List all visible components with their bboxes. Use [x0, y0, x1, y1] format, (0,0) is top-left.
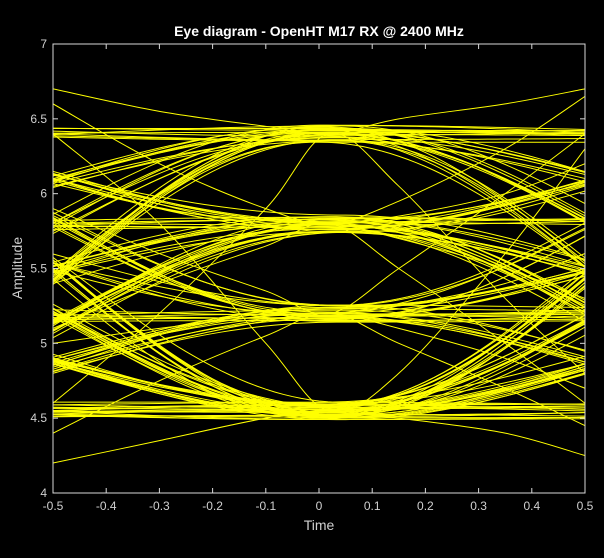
eye-trace	[53, 313, 585, 419]
eye-trace	[53, 129, 585, 280]
eye-trace	[53, 275, 585, 320]
x-tick-label: 0.2	[417, 499, 434, 513]
x-tick-label: -0.3	[149, 499, 170, 513]
y-tick-label: 5.5	[30, 262, 47, 276]
eye-trace	[53, 126, 585, 217]
eye-trace	[53, 127, 585, 173]
eye-trace	[53, 316, 585, 419]
eye-trace	[53, 363, 585, 412]
y-tick-label: 6	[40, 187, 47, 201]
eye-trace	[53, 136, 585, 188]
x-tick-label: 0	[316, 499, 323, 513]
eye-trace	[53, 278, 585, 419]
x-tick-label: 0.3	[470, 499, 487, 513]
eye-trace	[53, 95, 585, 225]
eye-trace	[53, 133, 585, 224]
eye-trace	[53, 131, 585, 285]
x-tick-label: 0.1	[364, 499, 381, 513]
x-tick-label: -0.4	[96, 499, 117, 513]
trace-group	[53, 88, 585, 464]
eye-trace	[53, 178, 585, 231]
y-tick-label: 6.5	[30, 112, 47, 126]
y-tick-label: 4.5	[30, 411, 47, 425]
eye-trace	[53, 174, 585, 260]
eye-trace	[53, 216, 585, 304]
y-tick-label: 7	[40, 37, 47, 51]
eye-trace	[53, 231, 585, 325]
y-axis: 4 4.5 5 5.5 6 6.5 7	[30, 37, 585, 500]
y-axis-label: Amplitude	[9, 237, 25, 299]
eye-trace	[53, 183, 585, 267]
eye-trace	[53, 217, 585, 327]
x-tick-label: 0.4	[523, 499, 540, 513]
y-tick-label: 5	[40, 336, 47, 350]
eye-trace	[53, 309, 585, 351]
chart-title: Eye diagram - OpenHT M17 RX @ 2400 MHz	[174, 23, 464, 39]
eye-trace	[53, 414, 585, 421]
eye-trace	[53, 217, 585, 321]
y-tick-label: 4	[40, 486, 47, 500]
eye-trace	[53, 322, 585, 413]
eye-trace	[53, 222, 585, 275]
eye-trace	[53, 320, 585, 373]
eye-trace	[53, 127, 585, 265]
eye-trace	[53, 124, 585, 215]
x-axis-label: Time	[304, 517, 335, 533]
eye-trace	[53, 368, 585, 413]
eye-trace	[53, 180, 585, 271]
eye-trace	[53, 313, 585, 319]
eye-trace	[53, 220, 585, 358]
x-tick-label: 0.5	[577, 499, 594, 513]
eye-trace	[53, 310, 585, 409]
eye-trace	[53, 320, 585, 410]
eye-trace	[53, 253, 585, 307]
x-axis: -0.5 -0.4 -0.3 -0.2 -0.1 0 0.1 0.2 0.3 0.4 0.5	[43, 44, 594, 513]
eye-trace	[53, 317, 585, 363]
eye-trace	[53, 125, 585, 205]
eye-trace	[53, 133, 585, 259]
eye-trace	[53, 141, 585, 282]
eye-trace	[53, 318, 585, 322]
eye-trace	[53, 127, 585, 132]
x-tick-label: -0.5	[43, 499, 64, 513]
eye-trace	[53, 276, 585, 405]
eye-trace	[53, 190, 585, 339]
eye-trace	[53, 219, 585, 311]
eye-trace	[53, 259, 585, 407]
eye-trace	[53, 313, 585, 361]
eye-trace	[53, 312, 585, 415]
eye-trace	[53, 170, 585, 225]
eye-trace	[53, 401, 585, 406]
eye-trace	[53, 225, 585, 322]
eye-trace	[53, 136, 585, 180]
eye-trace	[53, 225, 585, 324]
eye-trace	[53, 312, 585, 366]
eye-trace	[53, 278, 585, 417]
eye-trace	[53, 131, 585, 232]
eye-trace	[53, 215, 585, 352]
x-tick-label: -0.2	[202, 499, 223, 513]
x-tick-label: -0.1	[255, 499, 276, 513]
